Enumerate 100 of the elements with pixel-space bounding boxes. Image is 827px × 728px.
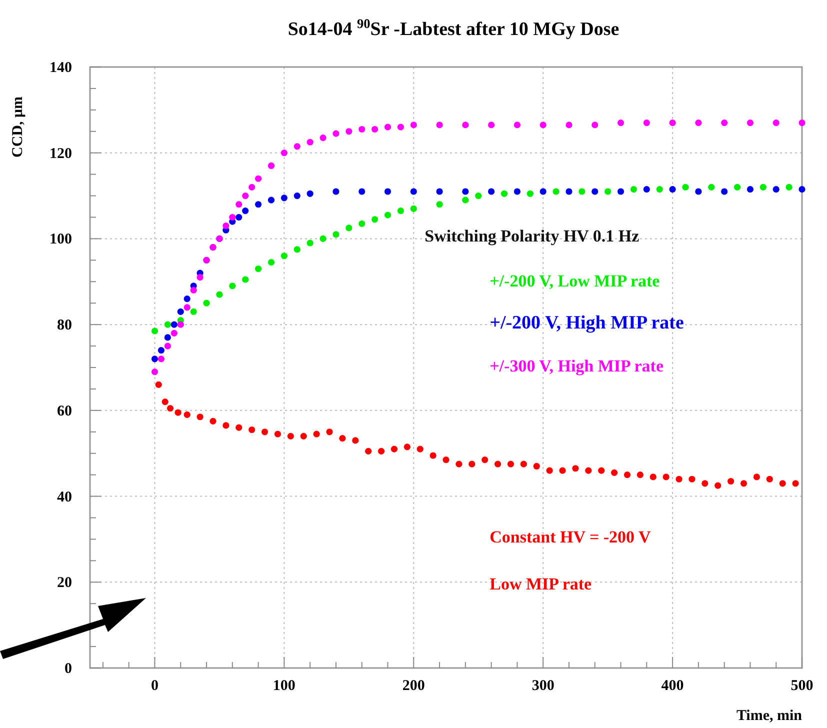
point bbox=[410, 122, 417, 128]
y-tick-label: 120 bbox=[50, 146, 72, 162]
point bbox=[196, 274, 204, 281]
point bbox=[669, 120, 676, 126]
point bbox=[294, 246, 300, 253]
point bbox=[346, 128, 352, 135]
point bbox=[287, 432, 294, 440]
point bbox=[184, 411, 190, 418]
point bbox=[546, 467, 553, 474]
point bbox=[320, 235, 326, 242]
point bbox=[610, 469, 618, 476]
point bbox=[326, 428, 333, 436]
point bbox=[617, 120, 624, 126]
point bbox=[358, 220, 366, 227]
point bbox=[254, 201, 262, 208]
point bbox=[430, 452, 436, 459]
point bbox=[352, 437, 359, 444]
point bbox=[533, 462, 540, 470]
point bbox=[384, 188, 392, 195]
point bbox=[184, 304, 190, 311]
point bbox=[540, 188, 546, 195]
point bbox=[676, 476, 682, 482]
point bbox=[294, 143, 300, 150]
point bbox=[798, 186, 806, 193]
point bbox=[332, 231, 340, 238]
point bbox=[507, 460, 514, 468]
text: +/-200 V, High MIP rate bbox=[490, 312, 684, 334]
y-tick-label: 20 bbox=[57, 575, 72, 592]
point bbox=[248, 184, 256, 190]
point bbox=[170, 321, 178, 328]
point bbox=[636, 472, 644, 478]
point bbox=[566, 122, 572, 128]
point bbox=[242, 276, 249, 283]
point bbox=[462, 188, 469, 195]
point bbox=[365, 448, 372, 455]
point bbox=[442, 456, 450, 464]
point bbox=[306, 138, 314, 146]
x-tick-label: 0 bbox=[150, 678, 158, 694]
point bbox=[280, 150, 288, 156]
point bbox=[436, 201, 443, 208]
point bbox=[572, 465, 579, 472]
point bbox=[242, 208, 249, 214]
point bbox=[151, 368, 158, 376]
point bbox=[688, 476, 696, 482]
point bbox=[578, 188, 586, 195]
point bbox=[384, 124, 392, 130]
point bbox=[753, 474, 760, 480]
point bbox=[728, 478, 734, 485]
point bbox=[155, 381, 162, 388]
point bbox=[196, 414, 204, 420]
y-tick-label: 0 bbox=[64, 661, 72, 677]
point bbox=[604, 188, 612, 195]
point bbox=[559, 467, 566, 474]
point bbox=[216, 291, 223, 298]
point bbox=[482, 456, 488, 464]
legend-title: Switching Polarity HV 0.1 Hz bbox=[424, 226, 640, 246]
point bbox=[306, 240, 314, 246]
point bbox=[236, 201, 242, 208]
point bbox=[488, 122, 495, 128]
point bbox=[662, 474, 670, 480]
x-tick-label: 400 bbox=[661, 678, 684, 694]
point bbox=[772, 186, 780, 193]
point bbox=[358, 188, 366, 195]
point bbox=[274, 430, 282, 438]
point bbox=[760, 184, 766, 190]
point bbox=[779, 480, 786, 487]
point bbox=[702, 480, 708, 487]
point bbox=[236, 424, 242, 431]
point bbox=[456, 460, 462, 468]
point bbox=[494, 460, 502, 468]
point bbox=[268, 162, 275, 170]
point bbox=[306, 190, 314, 197]
y-tick-label: 40 bbox=[57, 489, 72, 506]
point bbox=[236, 214, 242, 221]
point bbox=[566, 188, 572, 195]
point bbox=[261, 428, 268, 436]
point bbox=[650, 474, 656, 480]
point bbox=[174, 409, 182, 416]
point bbox=[300, 432, 307, 440]
point bbox=[514, 122, 520, 128]
y-tick-label: 80 bbox=[57, 318, 72, 334]
point bbox=[346, 224, 352, 232]
x-tick-label: 500 bbox=[790, 678, 814, 694]
point bbox=[384, 212, 392, 218]
point bbox=[390, 446, 398, 452]
point bbox=[410, 188, 417, 195]
point bbox=[643, 120, 650, 126]
point bbox=[332, 188, 340, 195]
point bbox=[378, 448, 385, 455]
point bbox=[222, 422, 230, 429]
point bbox=[332, 130, 340, 137]
point bbox=[526, 190, 534, 197]
y-tick-label: 60 bbox=[57, 403, 72, 420]
point bbox=[682, 184, 689, 190]
text: +/-300 V, High MIP rate bbox=[490, 356, 664, 376]
point bbox=[164, 321, 171, 328]
point bbox=[766, 476, 773, 482]
point bbox=[462, 122, 469, 128]
point bbox=[721, 120, 728, 126]
point bbox=[643, 186, 650, 193]
